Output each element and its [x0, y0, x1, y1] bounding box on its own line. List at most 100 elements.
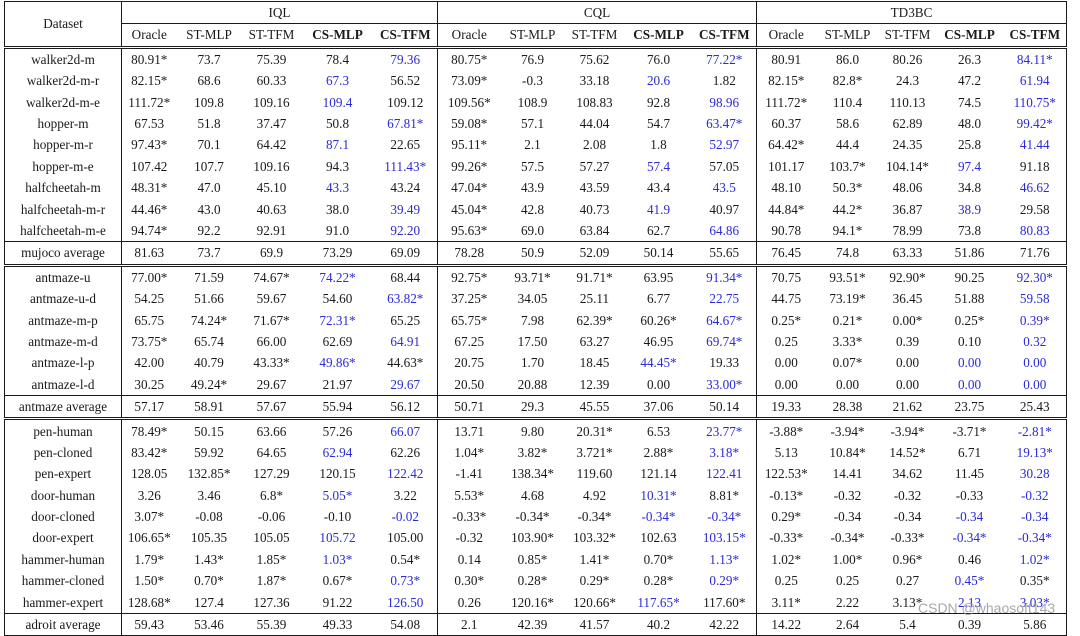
dataset-name: walker2d-m-e — [4, 91, 122, 113]
dataset-name: pen-human — [4, 418, 122, 442]
average-cell: 57.67 — [241, 395, 302, 421]
score-cell: 3.46 — [197, 487, 221, 503]
score-cell: 43.0 — [197, 201, 221, 217]
score-cell: 6.8* — [259, 487, 284, 503]
average-cell: 29.3 — [500, 395, 565, 421]
average-cell: 57.17 — [121, 395, 177, 421]
average-cell: 50.14 — [624, 241, 693, 267]
score-cell: 0.30* — [454, 573, 485, 589]
score-cell: 90.78 — [771, 223, 802, 238]
score-cell: 3.03* — [1003, 591, 1067, 614]
score-cell: 92.2 — [197, 223, 221, 238]
score-cell: 94.74* — [131, 223, 168, 238]
score-cell: 64.91 — [373, 330, 438, 353]
average-cell: 37.06 — [624, 395, 693, 421]
score-cell: 92.91 — [256, 223, 287, 238]
score-cell: 29.67 — [256, 376, 287, 392]
score-cell: 24.3 — [895, 73, 920, 89]
score-cell: 46.62 — [1003, 177, 1067, 199]
dataset-name: halfcheetah-m-e — [4, 219, 122, 242]
score-cell: 47.04* — [451, 180, 488, 196]
score-cell: 62.7 — [646, 223, 671, 238]
score-cell: 73.19* — [829, 291, 866, 307]
score-cell: 1.13* — [692, 548, 757, 571]
score-cell: 48.10 — [771, 180, 802, 196]
score-cell: 0.25 — [835, 573, 860, 589]
table-row: halfcheetah-m-e 94.74* 92.2 92.91 91.0 92.20 9… — [4, 219, 1067, 242]
score-cell: 30.25 — [134, 376, 165, 392]
average-label: antmaze average — [4, 395, 122, 421]
score-cell: 8.81* — [692, 484, 757, 506]
average-cell: 74.8 — [815, 241, 880, 267]
score-cell: -0.34* — [1003, 527, 1067, 549]
score-cell: 36.45 — [892, 291, 923, 307]
score-cell: 38.0 — [325, 201, 350, 217]
average-cell: 52.09 — [564, 241, 625, 267]
average-cell: 21.62 — [879, 395, 936, 421]
score-cell: 67.81* — [373, 112, 438, 135]
score-cell: 22.65 — [373, 134, 438, 156]
score-cell: 34.05 — [517, 291, 548, 307]
score-cell: 40.63 — [256, 201, 287, 217]
score-cell: 102.63 — [640, 530, 677, 546]
score-cell: -0.34* — [952, 530, 987, 546]
score-cell: 57.5 — [520, 158, 545, 174]
dataset-name: walker2d-m-r — [4, 70, 122, 92]
average-cell: 51.86 — [935, 241, 1004, 267]
average-cell: 50.14 — [692, 395, 757, 421]
score-cell: 13.71 — [454, 423, 485, 439]
score-cell: 45.04* — [451, 201, 488, 217]
score-cell: 33.18 — [579, 73, 610, 89]
score-cell: -0.10 — [323, 509, 352, 525]
table-row: pen-cloned 83.42* 59.92 64.65 62.94 62.26 1.04… — [4, 441, 1067, 464]
score-cell: 0.25 — [774, 333, 798, 349]
score-cell: 29.58 — [1003, 198, 1067, 220]
score-cell: 63.27 — [579, 333, 610, 349]
average-cell: 55.94 — [301, 395, 374, 421]
score-cell: 48.0 — [957, 116, 982, 132]
score-cell: 122.53* — [764, 466, 808, 482]
score-cell: 39.49 — [373, 198, 438, 220]
score-cell: 117.65* — [637, 594, 680, 610]
score-cell: 57.05 — [692, 155, 757, 178]
dataset-name: antmaze-m-d — [4, 330, 122, 353]
score-cell: 0.32 — [1003, 330, 1067, 353]
average-cell: 42.22 — [692, 612, 757, 636]
group-header-cql: CQL — [437, 0, 757, 25]
score-cell: -0.34 — [955, 509, 984, 525]
score-cell: 76.9 — [520, 51, 545, 67]
average-cell: 50.9 — [500, 241, 565, 267]
average-cell: 78.28 — [437, 241, 501, 267]
score-cell: 14.41 — [832, 466, 863, 482]
score-cell: 94.3 — [325, 158, 350, 174]
score-cell: 92.8 — [646, 94, 671, 110]
score-cell: 82.8* — [832, 73, 863, 89]
score-cell: 92.75* — [451, 269, 488, 285]
score-cell: 50.3* — [832, 180, 863, 196]
score-cell: 1.43* — [194, 551, 224, 567]
score-cell: 60.33 — [256, 73, 287, 89]
score-cell: 1.87* — [256, 573, 287, 589]
score-cell: 10.31* — [640, 487, 677, 503]
score-cell: 25.8 — [957, 137, 982, 153]
score-cell: 82.15* — [131, 73, 168, 89]
dataset-name: door-expert — [4, 527, 122, 549]
score-cell: 62.94 — [322, 444, 353, 460]
score-cell: 70.1 — [197, 137, 221, 153]
score-cell: 62.89 — [892, 116, 923, 132]
score-cell: 80.91 — [771, 51, 802, 67]
score-cell: 0.39 — [895, 333, 920, 349]
score-cell: -3.88* — [769, 423, 804, 439]
score-cell: 0.54* — [373, 548, 438, 571]
score-cell: 12.39 — [579, 376, 610, 392]
score-cell: 107.7 — [194, 158, 224, 174]
score-cell: 57.1 — [520, 116, 545, 132]
table-row: hammer-expert 128.68* 127.4 127.36 91.22 126.… — [4, 591, 1067, 614]
table-row: pen-expert 128.05 132.85* 127.29 120.15 122.4… — [4, 463, 1067, 485]
score-cell: 0.29* — [579, 573, 610, 589]
score-cell: 0.00* — [892, 312, 923, 328]
score-cell: 65.75* — [451, 312, 488, 328]
score-cell: 74.22* — [319, 269, 356, 285]
score-cell: 36.87 — [892, 201, 923, 217]
method-header-cs-tfm: CS-TFM — [1003, 23, 1067, 49]
